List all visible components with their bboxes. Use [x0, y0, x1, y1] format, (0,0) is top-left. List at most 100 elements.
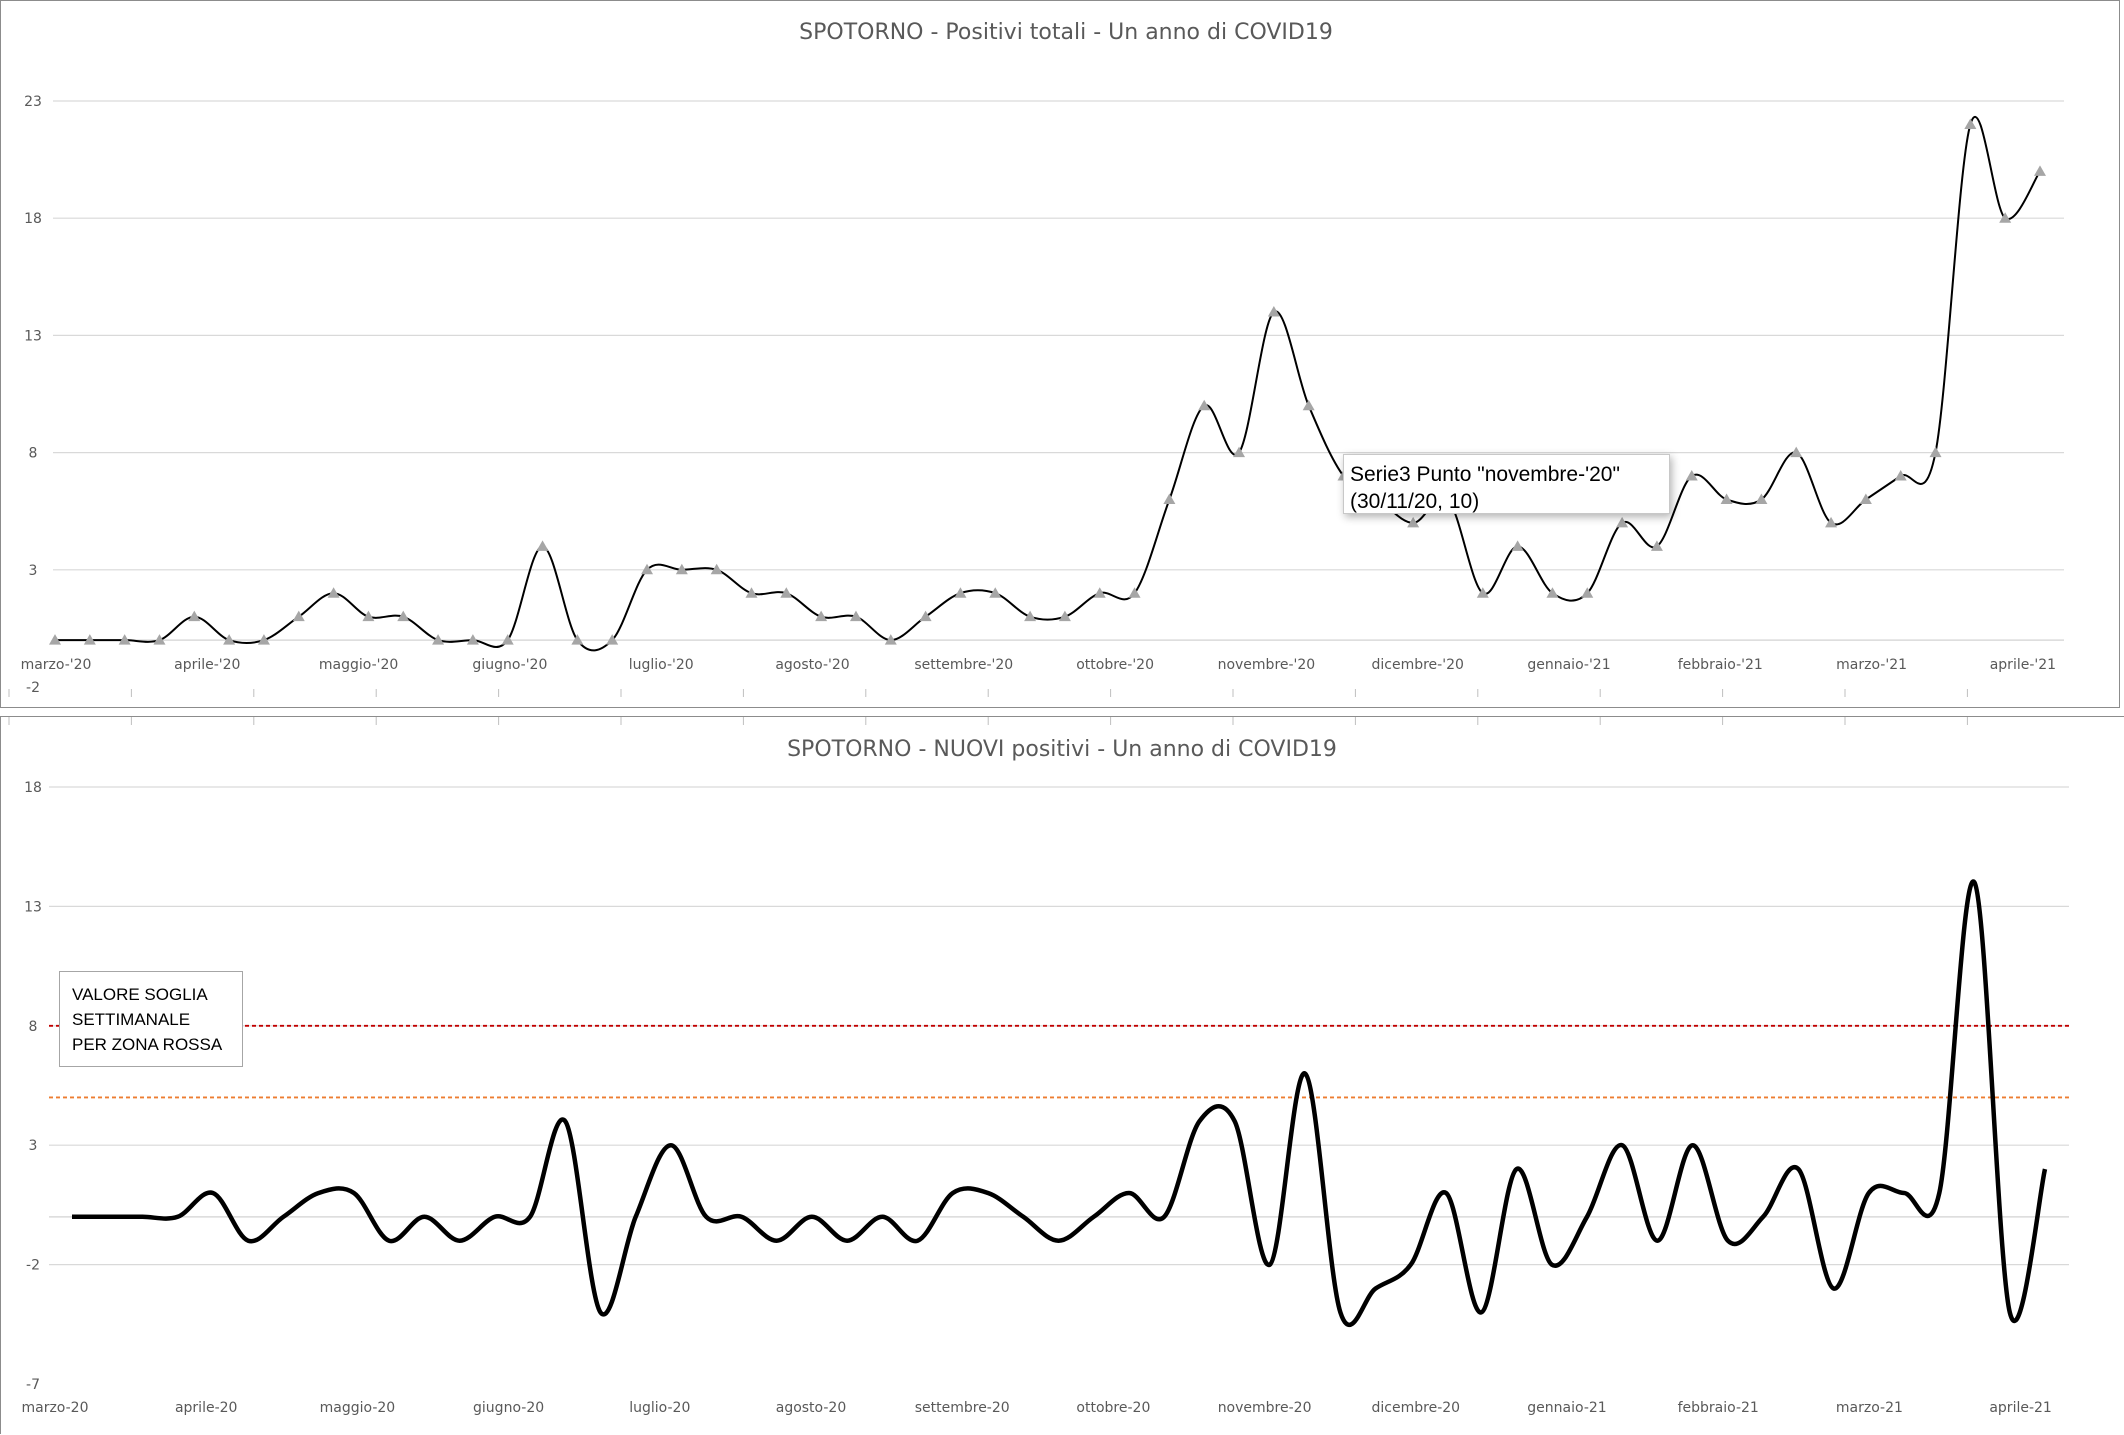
x-tick-label: novembre-20: [1218, 1400, 1312, 1416]
y-tick-label: 8: [29, 446, 38, 462]
y-axis-tick-labels: -2 3 8 13 18 23: [24, 94, 42, 696]
data-point-marker: [466, 634, 479, 645]
data-point-marker: [1163, 493, 1176, 504]
data-point-marker: [606, 634, 619, 645]
data-point-marker: [1093, 587, 1106, 598]
x-tick-label: febbraio-'21: [1678, 657, 1763, 673]
x-tick-label: giugno-'20: [472, 657, 547, 673]
x-axis-tick-labels: marzo-20 aprile-20 maggio-20 giugno-20 lugli…: [21, 1400, 2051, 1416]
data-point-marker: [710, 563, 723, 575]
data-point-marker: [397, 610, 410, 622]
data-point-marker: [1999, 212, 2012, 223]
x-tick-label: maggio-20: [320, 1400, 396, 1416]
data-point-marker: [1511, 540, 1524, 551]
data-point-marker: [815, 610, 828, 622]
data-point-marker: [223, 634, 236, 645]
x-tick-label: aprile-21: [1989, 1400, 2051, 1416]
new-positives-plot: SPOTORNO - NUOVI positivi - Un anno di C…: [8, 717, 2069, 1416]
data-point-marker: [1790, 446, 1803, 458]
data-point-marker: [849, 610, 862, 622]
annotation-line-1: VALORE SOGLIA: [72, 985, 208, 1004]
x-tick-label: settembre-'20: [914, 657, 1013, 673]
total-positives-chart: SPOTORNO - Positivi totali - Un anno di …: [0, 0, 2120, 708]
x-tick-label: maggio-'20: [319, 657, 398, 673]
x-tick-label: marzo-'21: [1836, 657, 1907, 673]
x-tick-label: agosto-'20: [775, 657, 849, 673]
data-point-marker: [1476, 587, 1489, 598]
y-tick-label: 13: [24, 328, 42, 344]
data-point-marker: [1825, 516, 1838, 528]
y-tick-label: -2: [26, 680, 40, 696]
data-point-marker: [954, 587, 967, 598]
annotation-line-2: SETTIMANALE: [72, 1010, 191, 1029]
y-tick-label: -7: [26, 1377, 40, 1393]
data-point-marker: [780, 587, 793, 598]
threshold-lines: [49, 1024, 2069, 1099]
data-point-marker: [1755, 493, 1768, 504]
x-tick-label: aprile-20: [175, 1400, 237, 1416]
data-point-marker: [501, 634, 514, 645]
new-positives-series: [72, 879, 2048, 1328]
threshold-annotation-box: VALORE SOGLIA SETTIMANALE PER ZONA ROSSA: [59, 971, 243, 1067]
gridlines: [8, 717, 2069, 1266]
x-tick-label: gennaio-'21: [1527, 657, 1610, 673]
total-positives-plot: SPOTORNO - Positivi totali - Un anno di …: [8, 20, 2064, 697]
x-tick-label: luglio-20: [629, 1400, 690, 1416]
gridlines: [8, 100, 2064, 697]
x-tick-label: settembre-20: [915, 1400, 1010, 1416]
data-point-marker: [1267, 305, 1280, 317]
y-tick-label: 8: [29, 1019, 38, 1035]
data-point-marker: [1929, 446, 1942, 458]
data-point-marker: [292, 610, 305, 622]
data-point-marker: [641, 563, 654, 575]
data-point-marker: [1616, 516, 1629, 528]
data-point-marker: [153, 634, 166, 645]
y-tick-label: 23: [24, 94, 42, 110]
x-tick-label: giugno-20: [473, 1400, 544, 1416]
data-point-marker: [1058, 610, 1071, 622]
data-point-marker: [1685, 470, 1698, 481]
x-tick-label: luglio-'20: [629, 657, 694, 673]
data-point-marker: [1720, 493, 1733, 504]
x-tick-label: febbraio-21: [1678, 1400, 1759, 1416]
x-tick-label: ottobre-20: [1076, 1400, 1150, 1416]
data-point-marker: [1128, 587, 1141, 598]
tooltip-line-2: (30/11/20, 10): [1350, 490, 1480, 513]
y-tick-label: 18: [24, 211, 42, 227]
x-tick-label: aprile-'20: [174, 657, 240, 673]
data-point-marker: [188, 610, 201, 622]
data-point-marker: [675, 563, 688, 575]
x-tick-label: marzo-21: [1836, 1400, 1903, 1416]
y-tick-label: 18: [24, 780, 42, 796]
data-point-marker: [2034, 165, 2046, 176]
x-tick-label: dicembre-20: [1372, 1400, 1461, 1416]
y-tick-label: 13: [24, 899, 42, 915]
data-point-marker: [1546, 587, 1559, 598]
data-point-marker: [745, 587, 758, 598]
data-point-marker: [989, 587, 1002, 598]
x-tick-label: agosto-20: [776, 1400, 847, 1416]
data-point-marker: [432, 634, 445, 645]
data-point-marker: [884, 634, 897, 645]
data-point-marker: [83, 634, 96, 645]
y-axis-tick-labels: -7 -2 3 8 13 18: [24, 780, 42, 1393]
data-point-marker: [362, 610, 375, 622]
data-point-marker: [571, 634, 584, 645]
data-point-marker: [1024, 610, 1037, 622]
data-point-marker: [1859, 493, 1872, 504]
data-point-marker: [919, 610, 932, 622]
annotation-line-3: PER ZONA ROSSA: [72, 1035, 223, 1054]
y-tick-label: 3: [29, 563, 38, 579]
x-tick-label: marzo-'20: [21, 657, 92, 673]
y-tick-label: 3: [29, 1138, 38, 1154]
chart-title: SPOTORNO - NUOVI positivi - Un anno di C…: [787, 737, 1337, 762]
data-point-marker: [536, 540, 549, 551]
new-positives-chart: SPOTORNO - NUOVI positivi - Un anno di C…: [0, 716, 2124, 1434]
data-point-marker: [1407, 516, 1420, 528]
y-tick-label: -2: [26, 1258, 40, 1274]
x-axis-tick-labels: marzo-'20 aprile-'20 maggio-'20 giugno-'20 l…: [21, 657, 2057, 673]
x-tick-label: marzo-20: [21, 1400, 88, 1416]
x-tick-label: dicembre-'20: [1372, 657, 1464, 673]
data-point-marker: [1233, 446, 1246, 458]
x-tick-label: gennaio-21: [1527, 1400, 1606, 1416]
